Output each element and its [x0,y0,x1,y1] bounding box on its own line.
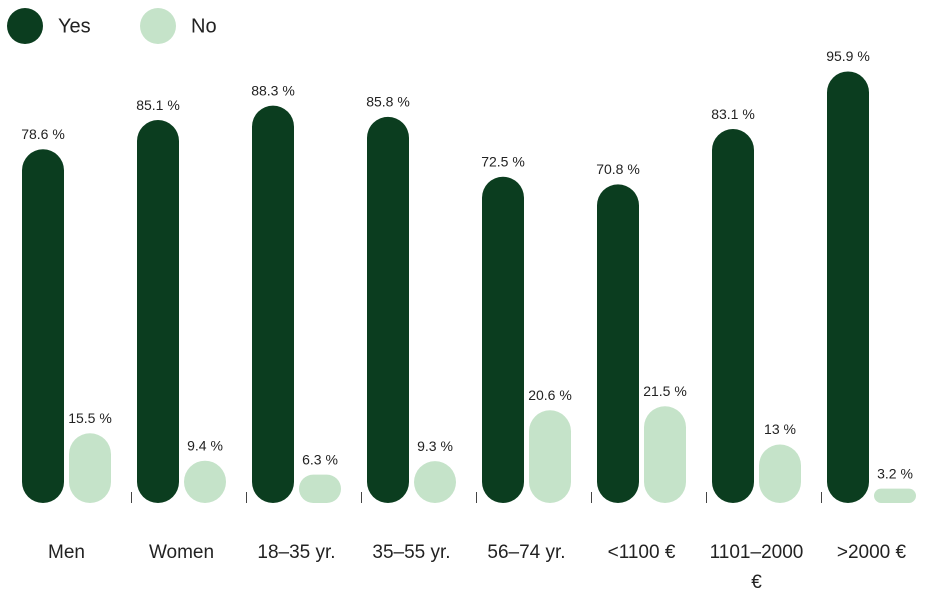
value-label: 15.5 % [68,410,112,426]
value-label: 95.9 % [826,48,870,64]
bar [252,105,294,504]
value-label: 3.2 % [877,465,913,481]
bar [137,120,179,504]
value-label: 88.3 % [251,82,295,98]
value-label: 83.1 % [711,106,755,122]
bar [69,433,111,503]
legend-label: No [191,15,217,37]
bar [827,71,869,503]
bar [874,488,916,503]
value-label: 72.5 % [481,153,525,169]
value-label: 70.8 % [596,161,640,177]
x-tick-label: 56–74 yr. [487,542,566,563]
value-label: 78.6 % [21,126,65,142]
legend-label: Yes [58,15,91,37]
bar [712,129,754,504]
bar [597,184,639,503]
x-tick-label: Men [48,542,85,563]
x-tick-label: Women [148,542,215,563]
value-label: 85.8 % [366,94,410,110]
legend-swatch [7,8,43,44]
value-label: 85.1 % [136,97,180,113]
x-tick-label: 35–55 yr. [372,542,451,563]
x-tick-label: 1101–2000 € [709,542,804,592]
bar [414,461,456,503]
value-label: 21.5 % [643,383,687,399]
bar [759,444,801,503]
bar [184,460,226,503]
bar [482,176,524,503]
x-tick-label: <1100 € [607,542,676,563]
legend-swatch [140,8,176,44]
bar [367,116,409,504]
bar [644,406,686,503]
x-tick-label: >2000 € [836,542,907,563]
value-label: 13 % [764,421,796,437]
value-label: 6.3 % [302,451,338,467]
bar [22,149,64,504]
value-label: 9.4 % [187,437,223,453]
bar [529,410,571,503]
value-label: 20.6 % [528,387,572,403]
value-label: 9.3 % [417,438,453,454]
x-tick-label: 18–35 yr. [257,542,336,563]
bar [299,474,341,503]
